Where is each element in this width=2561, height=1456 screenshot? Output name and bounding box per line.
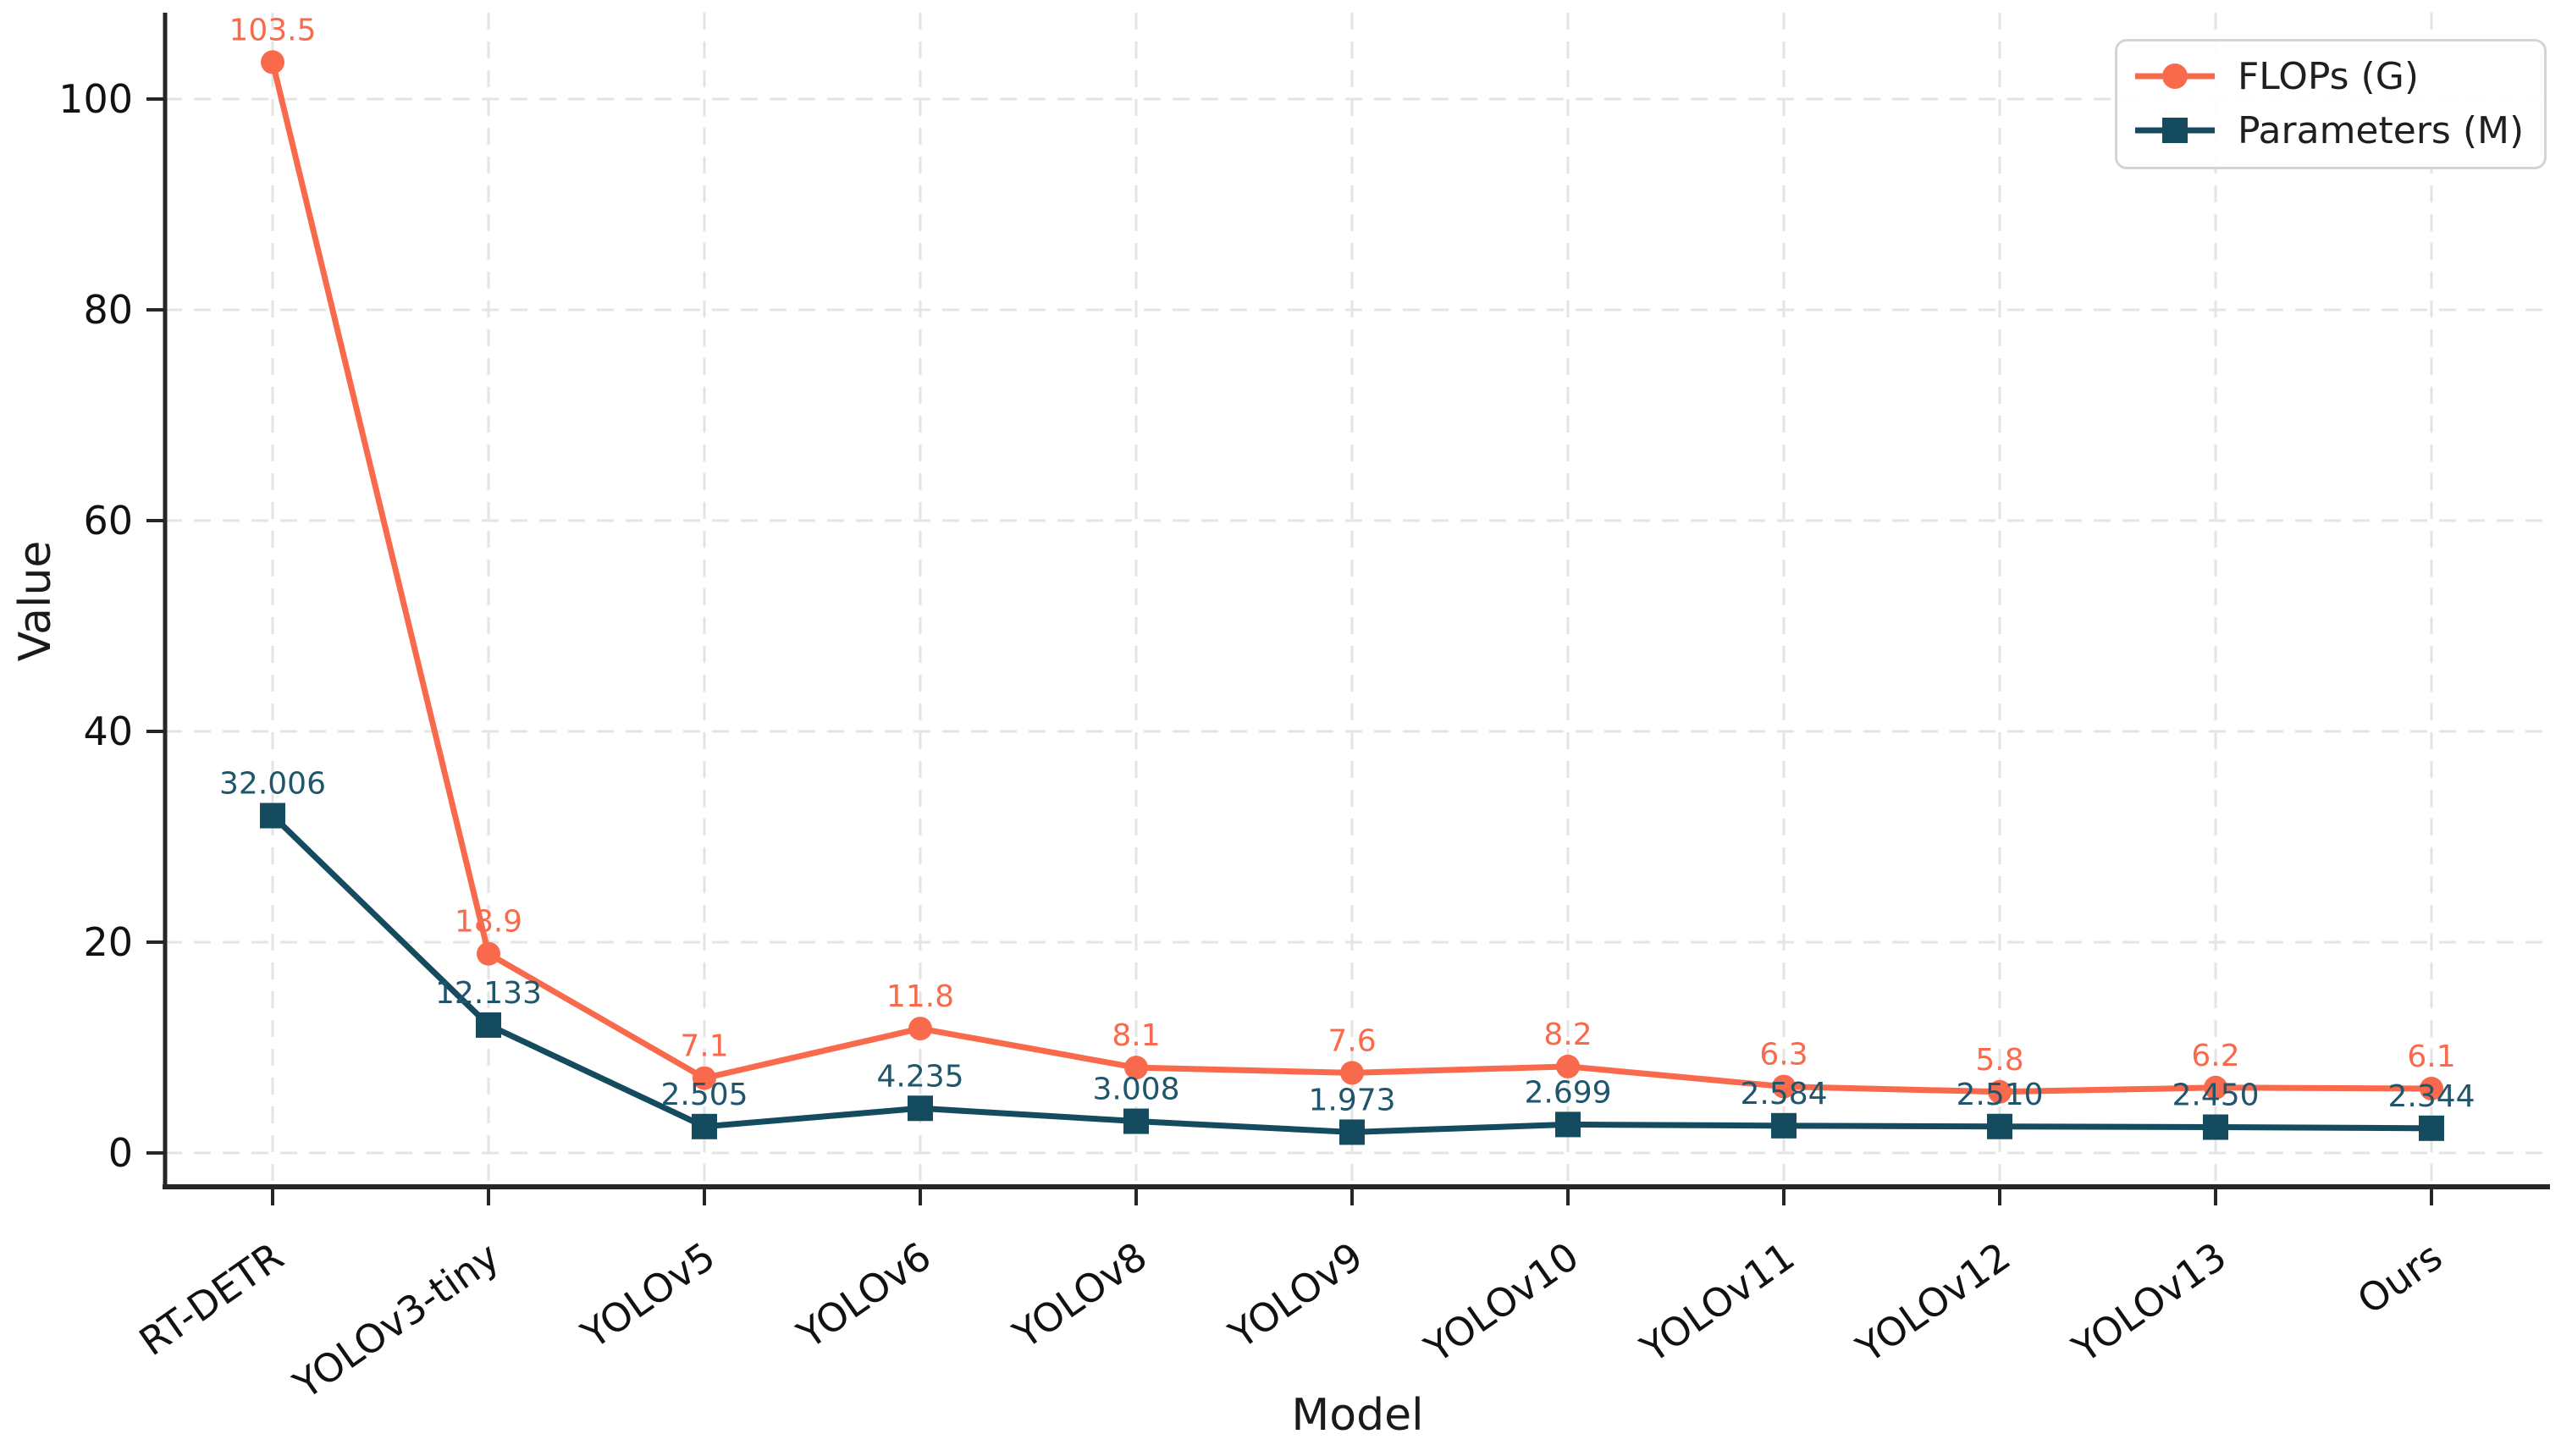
y-tick-label: 100 (58, 76, 133, 122)
y-tick-label: 80 (83, 287, 133, 333)
data-label-flops-g: 6.3 (1759, 1038, 1808, 1073)
data-point-parameters-m (2419, 1115, 2444, 1141)
legend-label-parameters: Parameters (M) (2238, 108, 2525, 152)
data-label-flops-g: 7.1 (680, 1029, 728, 1064)
data-point-flops-g (908, 1017, 932, 1041)
x-tick-label: Ours (2349, 1233, 2451, 1323)
data-label-parameters-m: 2.450 (2172, 1078, 2259, 1112)
x-tick-label: YOLOv5 (572, 1233, 723, 1358)
data-point-flops-g (1988, 1079, 2012, 1104)
data-point-parameters-m (1339, 1119, 1365, 1145)
x-tick-label: YOLOv10 (1416, 1233, 1587, 1372)
data-label-flops-g: 6.1 (2407, 1040, 2455, 1074)
data-point-parameters-m (1771, 1112, 1797, 1139)
data-label-parameters-m: 2.584 (1740, 1077, 1827, 1111)
data-label-parameters-m: 12.133 (435, 976, 542, 1011)
y-tick-label: 60 (83, 498, 133, 543)
data-label-flops-g: 11.8 (886, 979, 954, 1014)
data-point-flops-g (1340, 1061, 1364, 1085)
data-point-parameters-m (260, 802, 285, 829)
data-point-parameters-m (476, 1012, 501, 1038)
data-point-parameters-m (2203, 1114, 2228, 1140)
data-point-flops-g (2204, 1075, 2227, 1100)
x-tick-label: RT-DETR (131, 1233, 292, 1365)
data-label-flops-g: 103.5 (229, 13, 316, 47)
x-tick-label: YOLOv12 (1847, 1233, 2018, 1372)
data-label-flops-g: 7.6 (1327, 1023, 1376, 1058)
data-label-parameters-m: 4.235 (876, 1059, 963, 1094)
data-point-flops-g (1556, 1054, 1580, 1078)
legend: FLOPs (G) Parameters (M) (2115, 39, 2547, 169)
flops-legend-marker-icon (2135, 63, 2215, 89)
data-point-parameters-m (692, 1113, 717, 1139)
data-label-parameters-m: 2.699 (1524, 1075, 1611, 1110)
x-tick-label: YOLOv9 (1220, 1233, 1371, 1358)
x-tick-label: YOLOv8 (1004, 1233, 1155, 1358)
data-point-parameters-m (1987, 1113, 2012, 1139)
data-point-parameters-m (1123, 1108, 1149, 1134)
y-axis-title: Value (10, 540, 61, 662)
legend-label-flops: FLOPs (G) (2238, 54, 2419, 98)
data-point-flops-g (693, 1066, 716, 1090)
legend-item-parameters: Parameters (M) (2133, 106, 2524, 155)
data-label-flops-g: 6.2 (2191, 1039, 2239, 1073)
y-tick-label: 20 (83, 919, 133, 965)
y-tick-label: 40 (83, 709, 133, 754)
data-label-parameters-m: 32.006 (219, 767, 326, 802)
x-tick-label: YOLOv6 (788, 1233, 939, 1358)
data-point-parameters-m (1555, 1111, 1581, 1138)
data-label-flops-g: 5.8 (1975, 1043, 2023, 1078)
y-tick-label: 0 (108, 1130, 133, 1176)
data-label-flops-g: 8.2 (1543, 1018, 1592, 1052)
parameters-legend-marker-icon (2135, 118, 2215, 143)
legend-item-flops: FLOPs (G) (2133, 52, 2524, 101)
data-label-parameters-m: 2.510 (1956, 1078, 2043, 1112)
data-label-flops-g: 8.1 (1112, 1018, 1160, 1053)
data-point-flops-g (2420, 1077, 2443, 1101)
data-label-flops-g: 18.9 (455, 905, 522, 940)
data-point-flops-g (477, 941, 500, 966)
data-label-parameters-m: 2.505 (660, 1078, 748, 1112)
data-label-parameters-m: 2.344 (2387, 1079, 2475, 1114)
x-tick-label: YOLOv11 (1631, 1233, 1802, 1372)
data-label-parameters-m: 1.973 (1308, 1083, 1395, 1117)
data-point-flops-g (1124, 1056, 1148, 1080)
data-label-parameters-m: 3.008 (1092, 1073, 1179, 1107)
x-tick-label: YOLOv13 (2063, 1233, 2234, 1372)
x-tick-label: YOLOv3-tiny (284, 1233, 507, 1409)
data-point-flops-g (1772, 1074, 1796, 1099)
x-axis-title: Model (1291, 1390, 1424, 1441)
data-point-parameters-m (908, 1095, 933, 1122)
data-point-flops-g (261, 50, 284, 74)
